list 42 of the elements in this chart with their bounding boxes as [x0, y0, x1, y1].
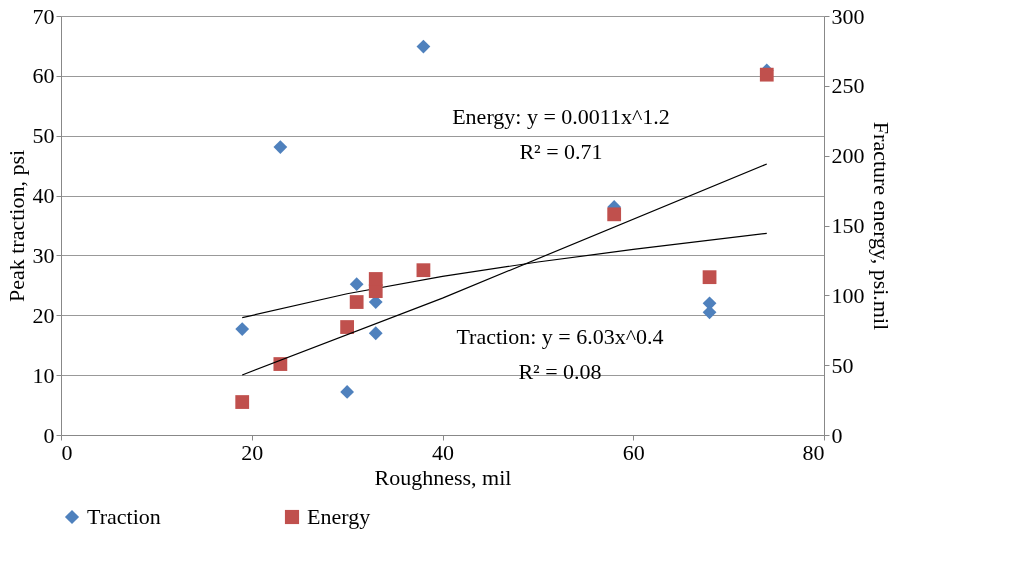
point — [416, 263, 431, 278]
point — [273, 140, 288, 154]
point — [349, 295, 364, 309]
y-tick-label: 0 — [43, 422, 55, 448]
x-tick-label: 20 — [241, 439, 264, 465]
point — [235, 322, 250, 336]
point — [235, 395, 250, 409]
x-tick-label: 40 — [432, 439, 454, 465]
y-tick-label: 30 — [32, 242, 55, 268]
y-tick-label: 20 — [32, 302, 55, 328]
y2-tick-label: 250 — [831, 73, 865, 99]
x-tick-label: 80 — [802, 439, 825, 465]
y2-tick-label: 100 — [831, 282, 865, 308]
y-tick-label: 60 — [32, 63, 55, 89]
annotation: Traction: y = 6.03x^0.4 — [456, 324, 664, 349]
point — [607, 207, 622, 222]
y2-axis-title: Fracture energy, psi.mil — [868, 121, 894, 331]
point — [349, 277, 364, 292]
x-tick-label: 0 — [61, 439, 73, 465]
annotation: R² = 0.71 — [519, 139, 603, 164]
point — [340, 320, 355, 334]
annotation: R² = 0.08 — [518, 359, 602, 384]
point — [340, 385, 355, 399]
legend-label: Traction — [87, 504, 161, 529]
point — [702, 270, 717, 285]
y2-tick-label: 200 — [831, 143, 865, 169]
y-axis-title: Peak traction, psi — [3, 149, 29, 303]
y2-tick-label: 300 — [831, 3, 865, 29]
annotation: Energy: y = 0.0011x^1.2 — [452, 104, 670, 129]
y-tick-label: 10 — [32, 362, 55, 388]
point — [759, 67, 774, 82]
point — [368, 326, 383, 341]
y-tick-label: 70 — [32, 3, 55, 29]
y-tick-label: 50 — [32, 123, 55, 149]
x-tick-label: 60 — [622, 439, 645, 465]
legend-label: Energy — [307, 504, 371, 529]
point — [368, 272, 383, 286]
y2-tick-label: 0 — [831, 422, 843, 448]
x-axis-title: Roughness, mil — [374, 464, 512, 490]
y2-tick-label: 150 — [831, 213, 865, 238]
y-tick-label: 40 — [32, 183, 55, 209]
y2-tick-label: 50 — [831, 352, 854, 378]
